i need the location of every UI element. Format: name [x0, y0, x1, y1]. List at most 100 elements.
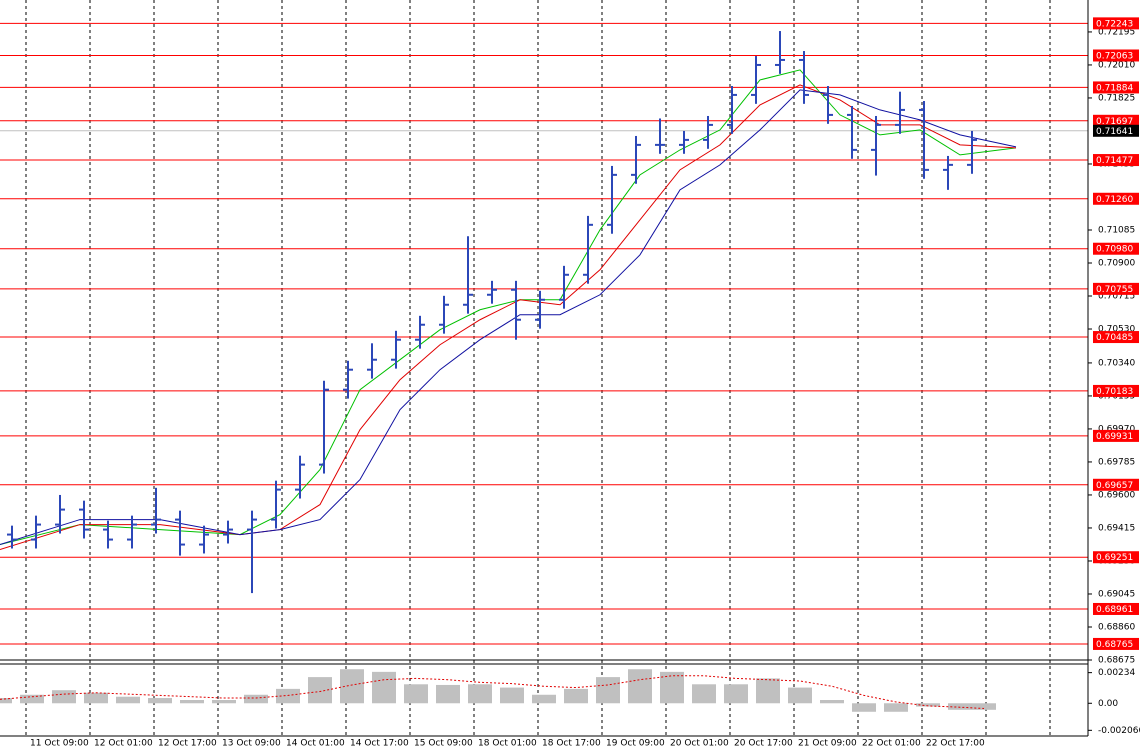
osc-bar	[180, 700, 204, 704]
level-label-box	[1093, 242, 1139, 255]
osc-bar	[788, 687, 812, 704]
osc-bar	[0, 698, 12, 704]
level-label: 0.70183	[1096, 387, 1133, 397]
level-label-box	[1093, 478, 1139, 491]
price-plot	[0, 31, 1017, 594]
x-tick-label: 18 Oct 17:00	[542, 739, 601, 749]
y-tick-label: 0.69045	[1098, 589, 1135, 599]
level-label-box	[1093, 81, 1139, 94]
x-tick-label: 11 Oct 09:00	[30, 739, 89, 749]
osc-bar	[372, 671, 396, 704]
level-label: 0.71477	[1096, 156, 1133, 166]
osc-bar	[116, 696, 140, 704]
osc-bar	[628, 669, 652, 704]
osc-bar	[148, 698, 172, 704]
osc-bar	[564, 688, 588, 704]
level-label: 0.69251	[1096, 553, 1133, 563]
x-tick-label: 20 Oct 17:00	[734, 739, 793, 749]
level-label-box	[1093, 49, 1139, 62]
x-tick-label: 19 Oct 09:00	[606, 739, 665, 749]
y-tick-label: 0.72010	[1098, 60, 1135, 70]
level-label: 0.71260	[1096, 195, 1133, 205]
y-tick-label: 0.71085	[1098, 225, 1135, 235]
x-tick-label: 20 Oct 01:00	[670, 739, 729, 749]
y-tick-label: 0.72195	[1098, 27, 1135, 37]
x-tick-label: 15 Oct 09:00	[414, 739, 473, 749]
osc-bar	[596, 677, 620, 704]
level-label-box	[1093, 637, 1139, 650]
levels	[0, 22, 1088, 645]
osc-tick-label: -0.002066	[1098, 726, 1140, 736]
level-label: 0.69657	[1096, 481, 1133, 491]
osc-tick-label: 0.00234	[1098, 668, 1135, 678]
x-tick-label: 22 Oct 17:00	[926, 739, 985, 749]
level-label: 0.68961	[1096, 605, 1133, 615]
osc-bar	[212, 700, 236, 704]
level-label: 0.71884	[1096, 83, 1133, 93]
y-tick-label: 0.70715	[1098, 292, 1135, 302]
y-tick-label: 0.70530	[1098, 325, 1135, 335]
osc-bar	[532, 694, 556, 704]
y-tick-label: 0.69600	[1098, 490, 1135, 500]
osc-bar	[972, 703, 996, 710]
x-tick-label: 18 Oct 01:00	[478, 739, 537, 749]
y-tick-label: 0.69415	[1098, 523, 1135, 533]
level-label-box	[1093, 114, 1139, 127]
y-tick-label: 0.69970	[1098, 424, 1135, 434]
osc-bar	[852, 703, 876, 712]
osc-bar	[276, 688, 300, 704]
osc-bar	[948, 703, 972, 710]
level-label-box	[1093, 551, 1139, 564]
current-price-label: 0.71641	[1096, 127, 1133, 137]
osc-bar	[660, 671, 684, 704]
grid	[25, 0, 1051, 736]
level-label: 0.72063	[1096, 51, 1133, 61]
level-label: 0.70755	[1096, 285, 1133, 295]
level-label: 0.69931	[1096, 432, 1133, 442]
x-tick-label: 21 Oct 09:00	[798, 739, 857, 749]
moving-average	[0, 89, 1017, 546]
level-label-box	[1093, 602, 1139, 615]
osc-bar	[244, 694, 268, 704]
y-tick-label: 0.70340	[1098, 358, 1135, 368]
osc-bar	[468, 684, 492, 704]
osc-bar	[52, 690, 76, 704]
oscillator-plot	[0, 669, 996, 712]
level-label-box	[1093, 192, 1139, 205]
y-tick-label: 0.69785	[1098, 457, 1135, 467]
level-label-box	[1093, 429, 1139, 442]
level-label: 0.70485	[1096, 333, 1133, 343]
x-tick-label: 14 Oct 17:00	[350, 739, 409, 749]
x-tick-label: 22 Oct 01:00	[862, 739, 921, 749]
osc-bar	[404, 684, 428, 704]
osc-bar	[500, 687, 524, 704]
osc-signal	[0, 675, 985, 710]
level-label-box	[1093, 282, 1139, 295]
y-tick-label: 0.68860	[1098, 622, 1135, 632]
y-tick-label: 0.68675	[1098, 656, 1135, 666]
osc-bar	[724, 684, 748, 704]
osc-bar	[84, 692, 108, 704]
osc-bar	[692, 684, 716, 704]
osc-tick-label: 0.00	[1098, 699, 1118, 709]
x-tick-label: 12 Oct 01:00	[94, 739, 153, 749]
level-label-box	[1093, 331, 1139, 344]
osc-bar	[820, 700, 844, 704]
level-label: 0.68765	[1096, 640, 1133, 650]
level-label: 0.72243	[1096, 19, 1133, 29]
level-label-box	[1093, 384, 1139, 397]
osc-bar	[436, 684, 460, 704]
axis: 11 Oct 09:00 12 Oct 01:00 12 Oct 17:00 13 O…	[30, 17, 1140, 749]
x-tick-label: 12 Oct 17:00	[158, 739, 217, 749]
level-label: 0.71697	[1096, 117, 1133, 127]
level-label: 0.70980	[1096, 245, 1133, 255]
level-label-box	[1093, 154, 1139, 167]
osc-bar	[916, 703, 940, 707]
y-tick-label: 0.71825	[1098, 93, 1135, 103]
x-tick-label: 14 Oct 01:00	[286, 739, 345, 749]
x-tick-label: 13 Oct 09:00	[222, 739, 281, 749]
level-label-box	[1093, 17, 1139, 30]
osc-bar	[884, 703, 908, 712]
